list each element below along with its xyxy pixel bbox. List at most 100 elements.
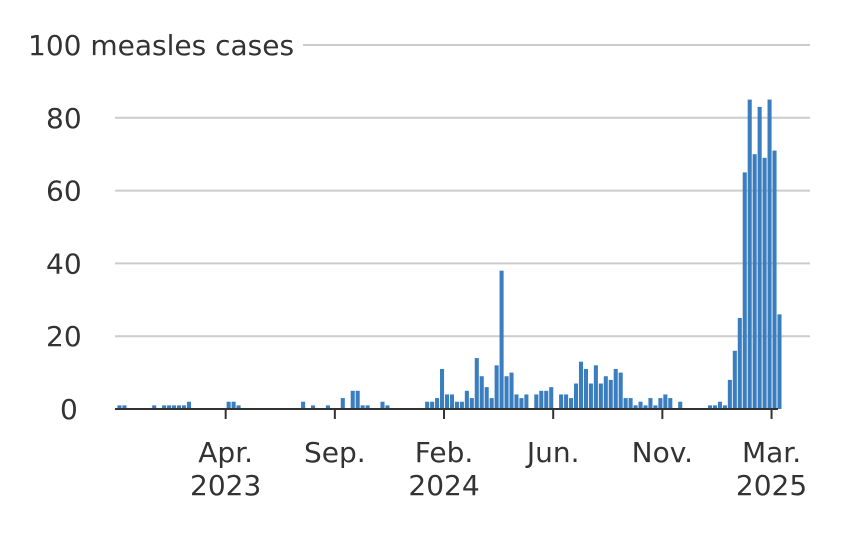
- y-tick-label: 40: [46, 247, 82, 280]
- bar: [514, 394, 519, 409]
- bar: [301, 401, 306, 409]
- bar: [509, 372, 514, 409]
- bar: [122, 405, 127, 409]
- bar: [186, 401, 191, 409]
- bar: [767, 99, 772, 409]
- bar: [444, 394, 450, 409]
- gridlines: [115, 44, 810, 338]
- bar: [499, 270, 504, 409]
- bar: [747, 99, 752, 409]
- x-tick-label-month: Jun.: [525, 436, 580, 469]
- bar: [618, 372, 623, 409]
- x-tick-label-month: Sep.: [304, 436, 366, 469]
- bar: [325, 405, 330, 409]
- bar: [583, 368, 588, 409]
- bar: [430, 401, 435, 409]
- bar: [355, 390, 360, 409]
- bar: [489, 398, 494, 409]
- bar: [712, 405, 718, 409]
- bar: [360, 405, 365, 409]
- x-axis-labels: Apr.2023 Sep. Feb.2024 Jun. Nov. Mar.2025: [190, 409, 807, 502]
- y-tick-label: 100 measles cases: [28, 29, 294, 62]
- bar: [524, 394, 529, 409]
- bar: [593, 365, 598, 409]
- bar: [598, 383, 603, 409]
- bar: [549, 387, 554, 409]
- bar: [658, 398, 663, 409]
- bar: [722, 405, 727, 409]
- bar: [737, 318, 742, 409]
- bar: [663, 394, 668, 409]
- x-tick-label-year: 2023: [190, 469, 261, 502]
- bar: [762, 157, 767, 409]
- bar: [435, 398, 440, 409]
- bar: [231, 401, 236, 409]
- bar: [717, 401, 722, 409]
- bar: [380, 401, 385, 409]
- bar: [459, 401, 464, 409]
- bar: [449, 394, 454, 409]
- bar: [623, 398, 628, 409]
- y-tick-label: 20: [46, 320, 82, 353]
- bar: [643, 405, 648, 409]
- bar-series: [117, 99, 782, 409]
- bar: [494, 365, 499, 409]
- bar: [440, 368, 445, 409]
- bar: [564, 394, 569, 409]
- bar: [648, 398, 653, 409]
- bar: [613, 368, 618, 409]
- x-tick-label-year: 2025: [736, 469, 807, 502]
- bar: [479, 376, 484, 409]
- bar: [633, 405, 638, 409]
- bar: [628, 398, 633, 409]
- bar: [469, 398, 474, 409]
- bar: [638, 401, 643, 409]
- bar: [484, 387, 489, 409]
- bar: [172, 405, 177, 409]
- y-tick-label: 60: [46, 175, 82, 208]
- y-tick-label: 80: [46, 102, 82, 135]
- bar: [752, 154, 757, 409]
- bar: [177, 405, 182, 409]
- bar: [519, 398, 524, 409]
- y-axis-labels: 0 20 40 60 80 100 measles cases: [28, 29, 294, 426]
- bar: [117, 405, 122, 409]
- bar: [732, 350, 737, 409]
- bar: [578, 361, 584, 409]
- bar: [474, 358, 479, 409]
- bar: [678, 401, 683, 409]
- bar: [608, 379, 613, 409]
- bar: [425, 401, 430, 409]
- bar: [544, 390, 549, 409]
- x-tick-label-month: Mar.: [742, 436, 801, 469]
- bar: [573, 383, 579, 409]
- bar: [236, 405, 241, 409]
- bar: [757, 106, 762, 409]
- bar: [152, 405, 157, 409]
- bar: [742, 172, 747, 409]
- y-tick-label: 0: [60, 393, 78, 426]
- bar: [569, 398, 574, 409]
- x-tick-label-month: Feb.: [415, 436, 473, 469]
- bar: [340, 398, 345, 409]
- bar: [777, 314, 782, 409]
- bar: [365, 405, 370, 409]
- bar: [534, 394, 539, 409]
- bar: [504, 376, 509, 409]
- bar: [181, 405, 187, 409]
- bar: [772, 150, 777, 409]
- bar: [464, 390, 469, 409]
- bar: [167, 405, 172, 409]
- bar: [559, 394, 564, 409]
- bar: [668, 398, 673, 409]
- bar: [310, 405, 316, 409]
- x-tick-label-month: Nov.: [632, 436, 693, 469]
- bar: [539, 390, 544, 409]
- bar: [588, 383, 593, 409]
- bar: [454, 401, 459, 409]
- bar: [727, 379, 732, 409]
- bar: [350, 390, 355, 409]
- x-tick-label-year: 2024: [408, 469, 479, 502]
- bar: [226, 401, 231, 409]
